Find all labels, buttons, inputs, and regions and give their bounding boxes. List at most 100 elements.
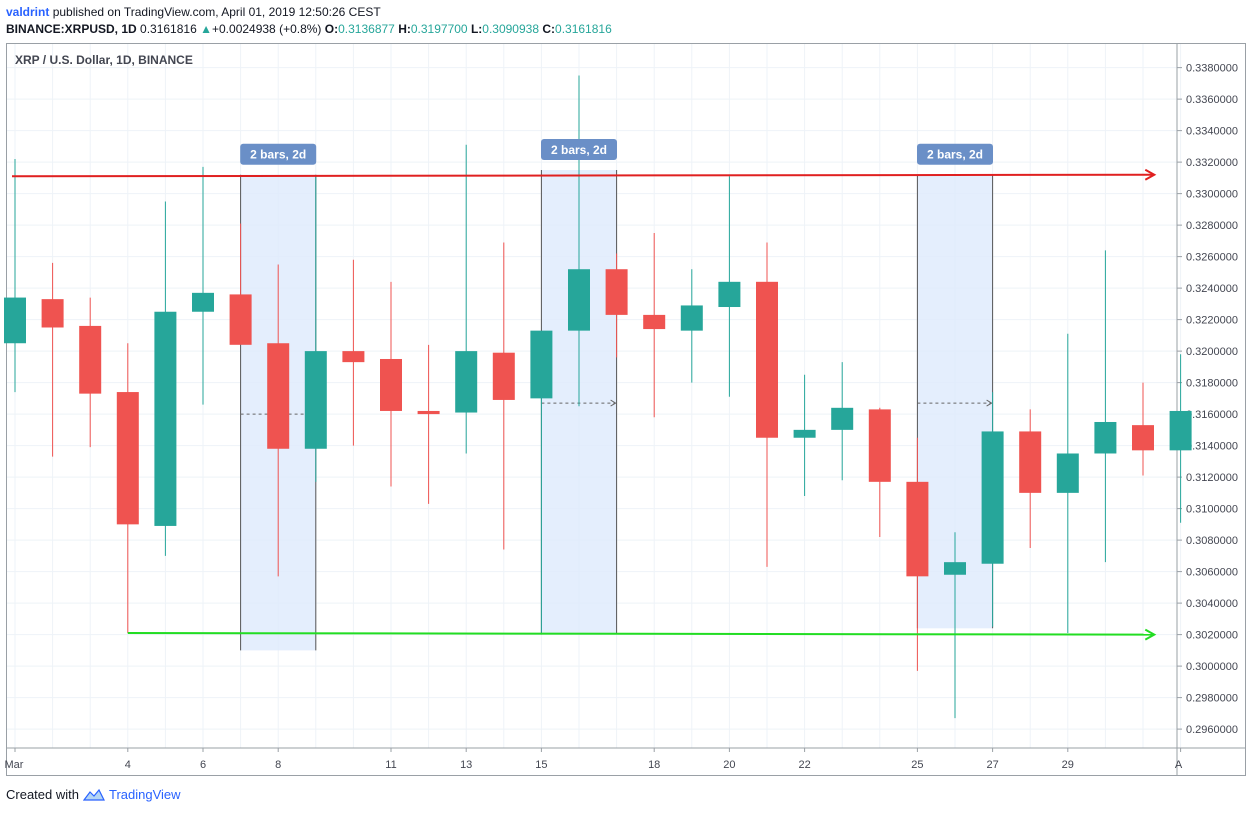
candle-body: [1094, 421, 1117, 454]
candle-body: [455, 351, 478, 413]
x-tick-label: 18: [648, 759, 660, 771]
candle-body: [1056, 453, 1079, 493]
y-tick-label: 0.3300000: [1186, 189, 1238, 201]
y-tick-label: 0.3320000: [1186, 157, 1238, 169]
y-tick-label: 0.3200000: [1186, 346, 1238, 358]
candle-body: [229, 294, 252, 345]
chart-frame[interactable]: [6, 43, 1246, 776]
up-arrow-icon: ▲: [200, 22, 212, 36]
x-tick-label: 22: [798, 759, 810, 771]
y-tick-label: 0.3020000: [1186, 630, 1238, 642]
y-tick-label: 0.3100000: [1186, 504, 1238, 516]
y-tick-label: 0.3120000: [1186, 472, 1238, 484]
date-range-arrowhead: [610, 399, 617, 407]
created-with-text: Created with: [6, 787, 79, 802]
open-label: O:: [324, 22, 339, 36]
candle-body: [79, 325, 102, 394]
date-range-label-bg: [240, 143, 317, 165]
candle-body: [756, 281, 778, 438]
candle-body: [380, 358, 402, 411]
low-value: 0.3090938: [482, 22, 539, 36]
support-arrowhead: [1144, 628, 1157, 641]
candle-body: [192, 292, 214, 312]
candle-body: [1019, 431, 1042, 493]
x-tick-label: 15: [535, 759, 547, 771]
candle-body: [831, 407, 854, 430]
y-tick-label: 0.3280000: [1186, 220, 1238, 232]
y-tick-label: 0.2960000: [1186, 724, 1238, 736]
chart-title: XRP / U.S. Dollar, 1D, BINANCE: [15, 53, 193, 67]
candle-body: [944, 562, 966, 575]
y-tick-label: 0.3220000: [1186, 315, 1238, 327]
candle-body: [605, 269, 628, 315]
chart-header: valdrint published on TradingView.com, A…: [6, 4, 612, 38]
ohlc-line: BINANCE:XRPUSD, 1D 0.3161816 ▲+0.0024938…: [6, 21, 612, 38]
y-tick-label: 0.3000000: [1186, 661, 1238, 673]
footer: Created with TradingView: [6, 787, 181, 802]
candle-body: [1132, 425, 1154, 451]
candle-body: [680, 305, 703, 331]
candle-body: [492, 352, 515, 400]
y-tick-label: 0.3060000: [1186, 567, 1238, 579]
date-range-arrowhead: [986, 399, 993, 407]
y-tick-label: 0.2980000: [1186, 693, 1238, 705]
x-tick-label: Mar: [5, 759, 24, 771]
candle-body: [568, 269, 590, 331]
x-tick-label: 4: [125, 759, 131, 771]
close-label: C:: [542, 22, 556, 36]
candle-body: [417, 410, 440, 415]
candle-body: [906, 481, 929, 577]
y-tick-label: 0.3240000: [1186, 283, 1238, 295]
tradingview-brand-link[interactable]: TradingView: [108, 787, 181, 802]
candle-body: [116, 392, 139, 525]
candle-body: [718, 281, 741, 308]
symbol-label: BINANCE:XRPUSD, 1D: [6, 22, 137, 36]
publish-line: valdrint published on TradingView.com, A…: [6, 4, 612, 21]
resistance-line: [11, 173, 1155, 178]
x-tick-label: 25: [911, 759, 923, 771]
y-tick-label: 0.3080000: [1186, 535, 1238, 547]
support-line: [127, 632, 1155, 636]
candle-body: [1169, 410, 1192, 451]
y-tick-label: 0.3340000: [1186, 126, 1238, 138]
candle-body: [643, 314, 666, 330]
x-tick-label: 8: [275, 759, 281, 771]
candle-body: [154, 311, 177, 526]
date-range-label: 2 bars, 2d: [250, 148, 306, 162]
y-tick-label: 0.3360000: [1186, 94, 1238, 106]
date-range-label: 2 bars, 2d: [927, 148, 983, 162]
y-tick-label: 0.3260000: [1186, 252, 1238, 264]
y-tick-label: 0.3380000: [1186, 63, 1238, 75]
candle-body: [530, 330, 553, 399]
x-tick-label: 29: [1062, 759, 1074, 771]
y-tick-label: 0.3140000: [1186, 441, 1238, 453]
x-tick-label: 6: [200, 759, 206, 771]
last-price: 0.3161816: [140, 22, 197, 36]
y-tick-label: 0.3040000: [1186, 598, 1238, 610]
candle-body: [868, 409, 891, 482]
high-value: 0.3197700: [410, 22, 468, 36]
resistance-arrowhead: [1144, 168, 1157, 181]
low-label: L:: [470, 22, 483, 36]
candle-body: [304, 351, 327, 449]
x-tick-label: 20: [723, 759, 735, 771]
x-tick-label: 11: [385, 759, 396, 771]
date-range-label-bg: [917, 143, 993, 165]
candle-body: [981, 431, 1004, 564]
candle-body: [41, 299, 64, 328]
y-tick-label: 0.3180000: [1186, 378, 1238, 390]
high-label: H:: [398, 22, 411, 36]
close-value: 0.3161816: [555, 22, 612, 36]
y-tick-label: 0.3160000: [1186, 409, 1238, 421]
x-tick-label: 13: [460, 759, 472, 771]
date-range-label: 2 bars, 2d: [551, 143, 607, 157]
change-value: +0.0024938 (+0.8%): [212, 22, 322, 36]
candle-body: [342, 351, 365, 363]
x-tick-label: A: [1175, 759, 1183, 771]
candle-body: [4, 297, 26, 344]
open-value: 0.3136877: [338, 22, 395, 36]
author-link[interactable]: valdrint: [6, 5, 50, 19]
published-text: published on TradingView.com, April 01, …: [52, 5, 381, 19]
tradingview-logo-icon: [82, 788, 105, 801]
